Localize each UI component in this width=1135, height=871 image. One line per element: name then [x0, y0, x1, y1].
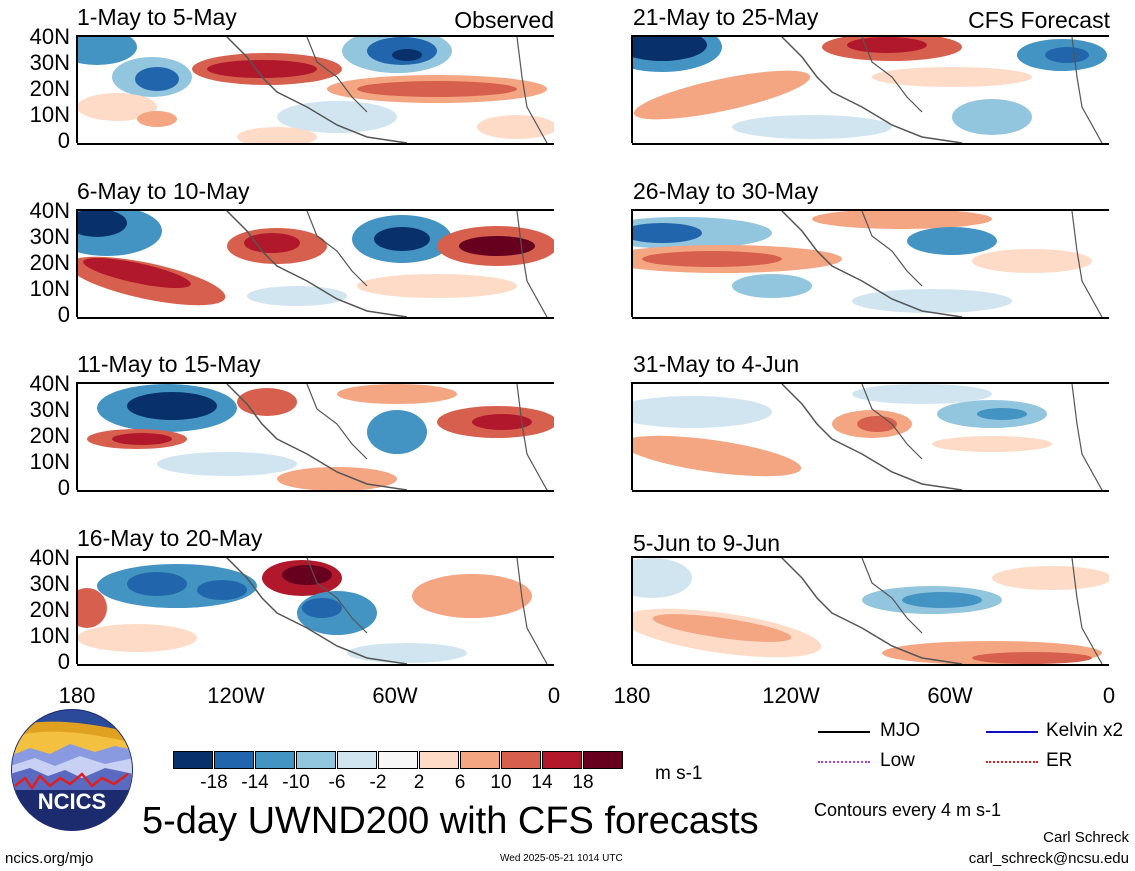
colorbar-units: m s-1: [655, 763, 703, 784]
y-tick: 40N: [29, 545, 70, 570]
y-tick: 40N: [29, 198, 70, 223]
colorbar-label: 6: [454, 772, 466, 793]
wind-map: [77, 382, 554, 492]
panel-title: 11-May to 15-May: [77, 351, 261, 377]
panel-title: 26-May to 30-May: [633, 178, 819, 204]
legend-swatch-low: [818, 761, 870, 765]
colorbar-swatch: [255, 751, 295, 769]
colorbar-swatch: [378, 751, 418, 769]
logo-text: NCICS: [38, 789, 106, 814]
wind-map: [77, 35, 554, 145]
colorbar-swatch: [173, 751, 213, 769]
x-tick: 180: [613, 683, 651, 708]
colorbar-swatch: [337, 751, 377, 769]
axis-line: [76, 556, 78, 664]
colorbar-label: -10: [282, 772, 310, 793]
y-tick: 0: [57, 649, 70, 674]
y-tick: 10N: [29, 102, 70, 127]
panel-title: 1-May to 5-May: [77, 4, 237, 30]
y-tick: 30N: [29, 397, 70, 422]
y-tick: 30N: [29, 50, 70, 75]
colorbar-label: 2: [413, 772, 425, 793]
x-tick: 0: [1102, 683, 1116, 708]
axis-line: [631, 209, 633, 317]
colorbar-label: -2: [369, 772, 387, 793]
y-tick: 20N: [29, 76, 70, 101]
axis-line: [76, 35, 78, 143]
panel-title: 31-May to 4-Jun: [633, 351, 800, 377]
x-tick: 0: [547, 683, 561, 708]
wind-map: [632, 556, 1109, 666]
legend-label-er: ER: [1046, 750, 1073, 771]
author: Carl Schreck: [1043, 829, 1129, 846]
colorbar-swatch: [296, 751, 336, 769]
y-tick: 10N: [29, 623, 70, 648]
y-tick: 30N: [29, 571, 70, 596]
timestamp: Wed 2025-05-21 1014 UTC: [500, 853, 623, 864]
main-title: 5-day UWND200 with CFS forecasts: [142, 800, 759, 842]
wind-map: [632, 35, 1109, 145]
wind-map: [632, 209, 1109, 319]
axis-line: [631, 382, 633, 490]
axis-line: [631, 556, 633, 664]
colorbar-swatch: [583, 751, 623, 769]
y-tick: 0: [57, 302, 70, 327]
y-tick: 10N: [29, 449, 70, 474]
panel-title: 21-May to 25-May: [633, 4, 819, 30]
x-tick: 120W: [207, 683, 265, 708]
panel-title: 16-May to 20-May: [77, 525, 263, 551]
x-tick: 120W: [762, 683, 820, 708]
axis-line: [631, 35, 633, 143]
colorbar-label: -18: [200, 772, 228, 793]
y-tick: 20N: [29, 423, 70, 448]
colorbar-label: -14: [241, 772, 269, 793]
y-tick: 40N: [29, 371, 70, 396]
colorbar-label: 10: [490, 772, 512, 793]
colorbar-swatch: [501, 751, 541, 769]
wind-map: [77, 209, 554, 319]
colorbar-label: -6: [328, 772, 346, 793]
axis-line: [76, 209, 78, 317]
panel-title: 5-Jun to 9-Jun: [633, 530, 781, 556]
y-tick: 0: [57, 475, 70, 500]
legend-label-low: Low: [880, 750, 915, 771]
y-tick: 0: [57, 128, 70, 153]
axis-line: [76, 382, 78, 490]
x-tick: 60W: [927, 683, 973, 708]
y-tick: 30N: [29, 224, 70, 249]
legend-swatch-er: [986, 761, 1038, 765]
colorbar-swatch: [419, 751, 459, 769]
contours-note: Contours every 4 m s-1: [814, 800, 1002, 820]
x-tick: 180: [58, 683, 96, 708]
x-tick: 60W: [372, 683, 418, 708]
y-tick: 10N: [29, 276, 70, 301]
colorbar-label: 18: [572, 772, 594, 793]
panel-tag: Observed: [454, 7, 554, 33]
ncics-logo: NCICS: [10, 708, 134, 832]
site-link[interactable]: ncics.org/mjo: [5, 850, 94, 867]
y-tick: 20N: [29, 597, 70, 622]
colorbar-swatch: [214, 751, 254, 769]
colorbar-swatch: [460, 751, 500, 769]
legend-swatch-kelvin: [986, 731, 1038, 733]
colorbar-swatch: [542, 751, 582, 769]
legend-swatch-mjo: [818, 731, 870, 733]
y-tick: 20N: [29, 250, 70, 275]
colorbar-label: 14: [531, 772, 553, 793]
wind-map: [632, 382, 1109, 492]
email[interactable]: carl_schreck@ncsu.edu: [968, 850, 1129, 867]
legend-label-mjo: MJO: [880, 720, 921, 741]
legend-label-kelvin: Kelvin x2: [1046, 720, 1124, 741]
panel-title: 6-May to 10-May: [77, 178, 250, 204]
wind-map: [77, 556, 554, 666]
y-tick: 40N: [29, 24, 70, 49]
panel-tag: CFS Forecast: [968, 7, 1110, 33]
